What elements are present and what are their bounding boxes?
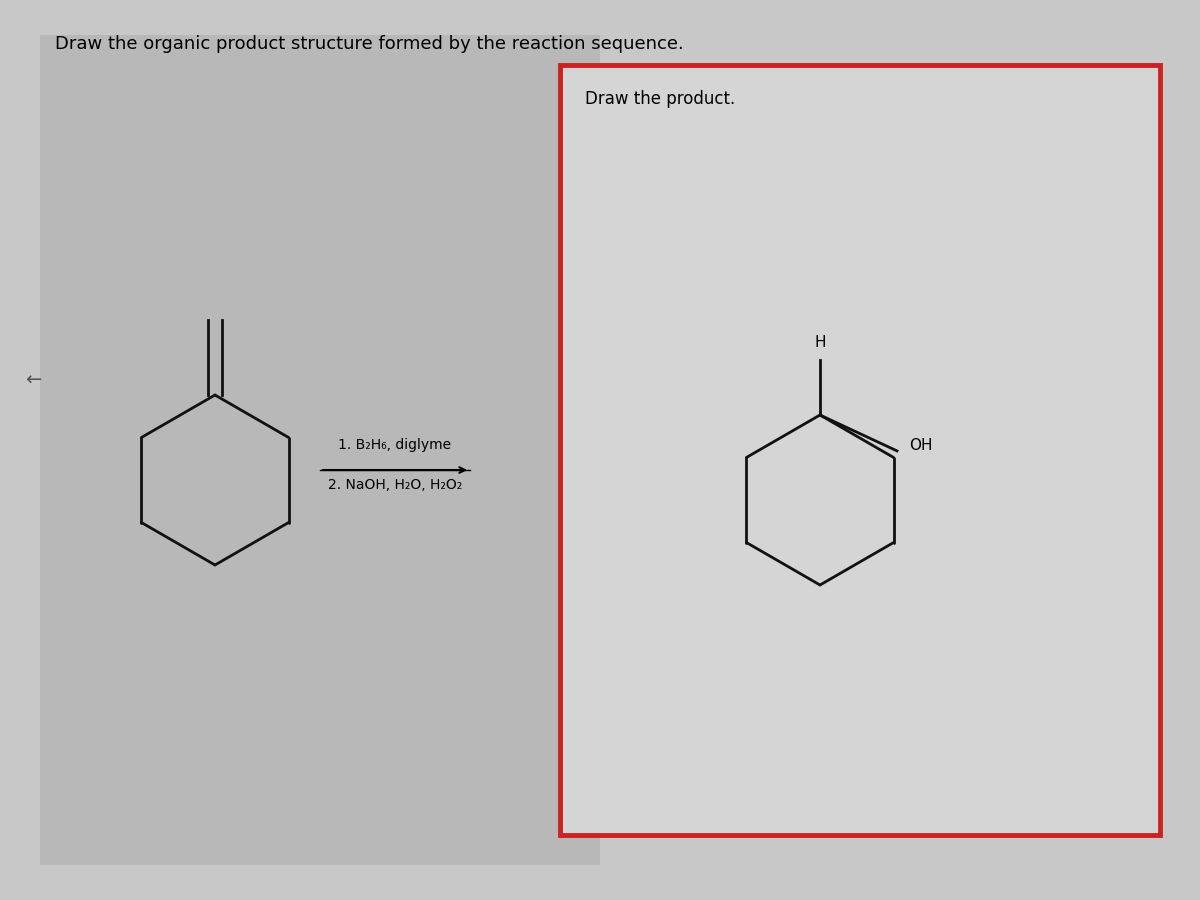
Text: 2. NaOH, H₂O, H₂O₂: 2. NaOH, H₂O, H₂O₂ (328, 478, 462, 492)
Bar (560, 65, 1160, 835)
Text: Draw the product.: Draw the product. (586, 90, 736, 108)
Text: OH: OH (910, 438, 932, 454)
Text: ←: ← (25, 371, 41, 390)
Text: Draw the organic product structure formed by the reaction sequence.: Draw the organic product structure forme… (55, 35, 684, 53)
Text: H: H (815, 335, 826, 350)
Bar (40, 35, 600, 865)
Text: 1. B₂H₆, diglyme: 1. B₂H₆, diglyme (338, 438, 451, 452)
